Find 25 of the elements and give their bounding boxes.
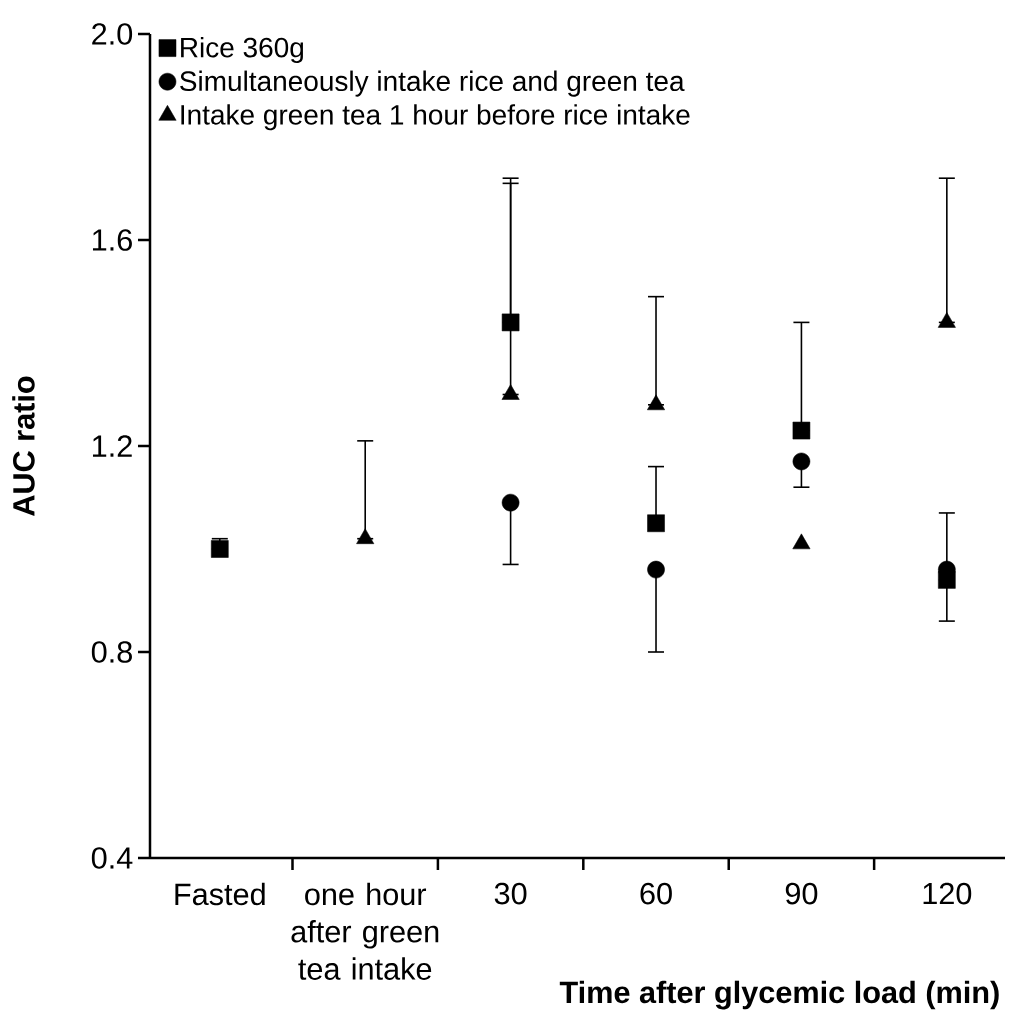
point (501, 493, 520, 512)
y-tick-label: 2.0 (92, 23, 133, 45)
x-tick-label: Fasted (175, 882, 265, 906)
legend-label: Simultaneously intake rice and green tea (180, 70, 685, 97)
point (792, 452, 811, 471)
point (937, 312, 956, 328)
legend-label: Rice 360g (181, 36, 304, 64)
point (792, 421, 811, 440)
y-axis-title: AUC ratio (12, 376, 35, 516)
x-tick-label: 90 (785, 882, 818, 905)
y-tick-label: 1.6 (93, 229, 132, 251)
x-axis-title: Time after glycemic load (min) (559, 980, 999, 1010)
legend-label: Intake green tea 1 hour before rice intake (181, 104, 690, 131)
point (647, 560, 665, 579)
x-tick-label: 30 (494, 882, 527, 905)
point (647, 514, 665, 533)
x-tick-label: 60 (640, 882, 672, 905)
point (501, 384, 520, 400)
y-tick-label: 0.8 (91, 641, 132, 663)
point (211, 540, 229, 558)
y-tick-label: 1.2 (93, 435, 132, 457)
x-tick-label: one hour after green tea intake (291, 882, 439, 980)
x-tick-label: 120 (923, 882, 972, 905)
point (647, 394, 665, 411)
y-tick-label: 0.4 (91, 847, 133, 869)
